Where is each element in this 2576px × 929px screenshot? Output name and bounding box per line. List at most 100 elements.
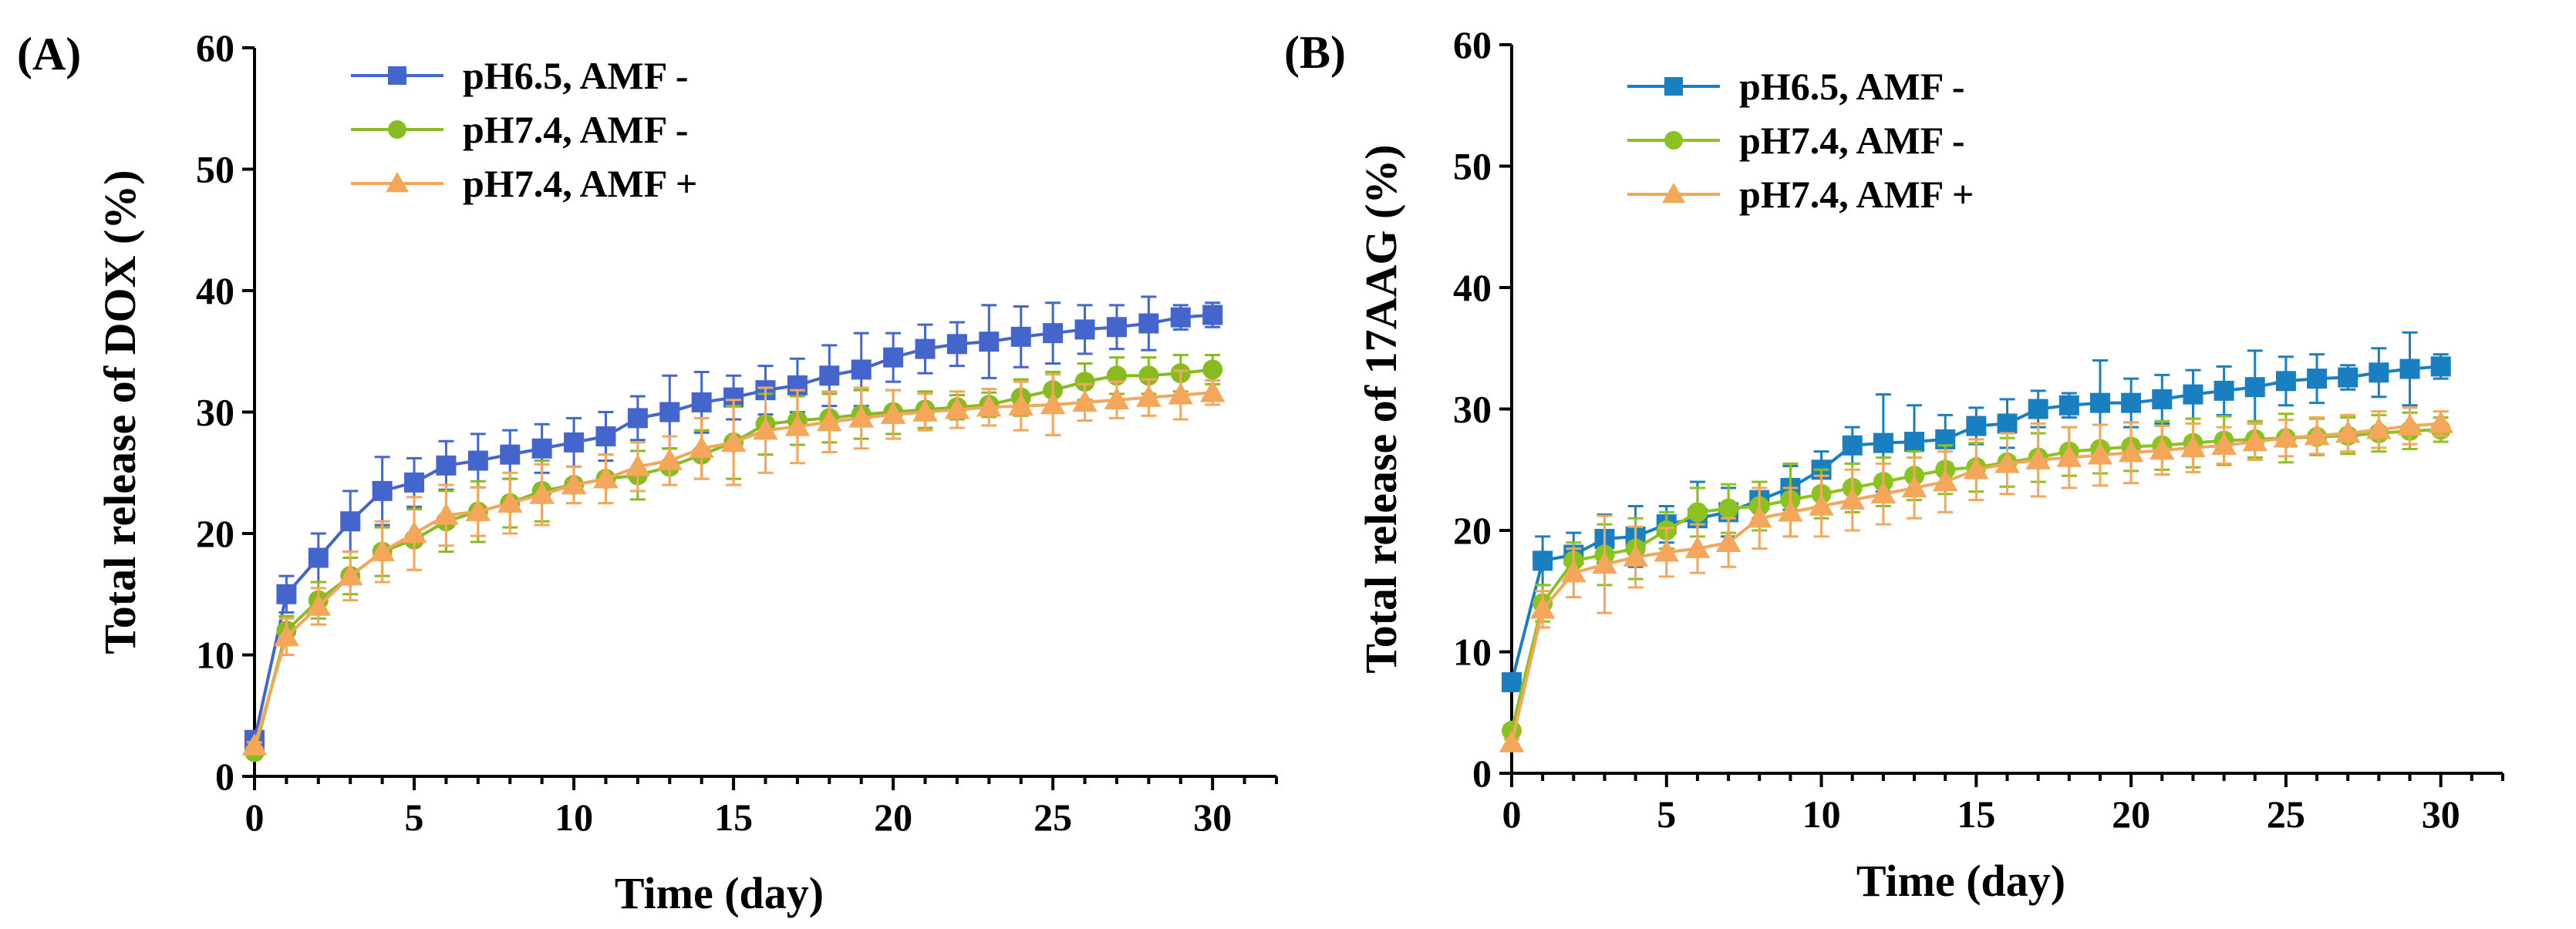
x-tick-label: 25 [2267, 793, 2305, 836]
data-point [979, 332, 1000, 352]
data-point [1654, 540, 1680, 562]
data-point [691, 392, 712, 412]
data-point [2211, 433, 2237, 455]
data-point [593, 466, 619, 489]
data-point [817, 409, 842, 432]
data-point [946, 334, 967, 355]
data-point [1104, 387, 1130, 409]
data-point [720, 429, 747, 453]
data-point [1502, 672, 1522, 692]
data-point [2214, 380, 2234, 401]
data-point [1074, 372, 1095, 392]
data-point [2428, 411, 2453, 433]
data-point [784, 414, 811, 436]
y-tick-label: 30 [1453, 388, 1492, 431]
data-point [1008, 393, 1033, 416]
data-point [848, 406, 874, 428]
x-tick-label: 15 [1957, 793, 1995, 836]
x-tick-label: 5 [1657, 793, 1676, 836]
data-point [1074, 319, 1095, 340]
panel-label: (A) [17, 29, 81, 79]
y-tick-label: 50 [1453, 145, 1492, 188]
data-point [529, 482, 555, 504]
data-point [2056, 445, 2082, 467]
data-point [2430, 356, 2451, 377]
legend-entry: pH6.5, AMF - [463, 54, 689, 97]
data-point [880, 402, 906, 424]
x-tick-label: 0 [245, 796, 265, 839]
data-point [689, 436, 714, 458]
data-point [305, 594, 332, 616]
x-tick-label: 25 [1033, 796, 1072, 839]
data-point [1623, 544, 1648, 567]
x-axis-label: Time (day) [615, 868, 824, 918]
data-point [1994, 451, 2020, 473]
data-point [337, 563, 363, 586]
y-tick-label: 60 [1453, 23, 1492, 66]
data-point [1529, 597, 1556, 619]
y-tick-label: 20 [196, 512, 234, 555]
data-point [2304, 422, 2330, 446]
data-point [401, 520, 427, 544]
data-point [276, 584, 297, 604]
y-tick-label: 0 [1472, 752, 1492, 795]
data-point [1684, 536, 1711, 558]
data-point [883, 347, 904, 368]
data-point [2025, 447, 2051, 470]
x-tick-label: 0 [1502, 793, 1522, 836]
legend-marker [388, 120, 406, 139]
data-point [1040, 392, 1066, 415]
chart-panel-a: (A) 0 10 20 30 40 50 60 0 5 10 15 20 25 30 Time (day) To… [17, 26, 1278, 918]
legend: pH6.5, AMF - pH7.4, AMF - pH7.4, AMF + [351, 54, 697, 205]
data-point [2121, 392, 2142, 413]
y-tick-label: 30 [196, 391, 234, 434]
data-point [1202, 359, 1223, 380]
panel-label: (B) [1284, 27, 1346, 78]
data-point [531, 438, 552, 459]
series-3 [241, 369, 1226, 756]
data-point [465, 499, 491, 521]
y-tick-label: 40 [196, 269, 234, 312]
data-point [1010, 326, 1031, 347]
data-point [1170, 307, 1191, 328]
y-tick-label: 40 [1453, 266, 1492, 309]
data-point [915, 338, 936, 359]
data-point [1778, 500, 1803, 522]
data-point [1964, 457, 1989, 480]
data-point [2089, 392, 2110, 413]
data-point [2028, 399, 2048, 419]
data-point [2118, 439, 2144, 463]
data-point [2242, 429, 2267, 452]
data-point [274, 624, 299, 647]
legend: pH6.5, AMF - pH7.4, AMF - pH7.4, AMF + [1627, 65, 1974, 216]
data-point [1202, 305, 1223, 325]
data-point [500, 444, 521, 465]
data-point [308, 547, 329, 568]
data-point [659, 402, 680, 422]
data-point [1592, 551, 1617, 574]
data-point [369, 539, 395, 561]
data-point [1997, 413, 2018, 434]
data-point [497, 490, 523, 513]
legend-entry: pH7.4, AMF - [463, 108, 689, 151]
data-point [1561, 560, 1586, 583]
legend-entry: pH7.4, AMF - [1739, 119, 1965, 162]
legend-entry: pH7.4, AMF + [463, 162, 697, 205]
y-tick-label: 0 [215, 755, 234, 798]
data-point [1809, 493, 1834, 516]
data-point [595, 426, 616, 446]
y-tick-label: 10 [196, 634, 234, 677]
data-point [241, 733, 268, 756]
legend-entry: pH7.4, AMF + [1739, 173, 1974, 216]
data-point [2366, 417, 2392, 439]
x-axis-label: Time (day) [1856, 856, 2065, 906]
data-point [404, 472, 425, 493]
data-point [753, 417, 778, 440]
y-axis-label: Total release of 17AAG (%) [1356, 144, 1406, 673]
data-point [436, 455, 457, 476]
series-1 [244, 295, 1223, 750]
data-point [2058, 395, 2079, 416]
data-point [2183, 384, 2203, 405]
